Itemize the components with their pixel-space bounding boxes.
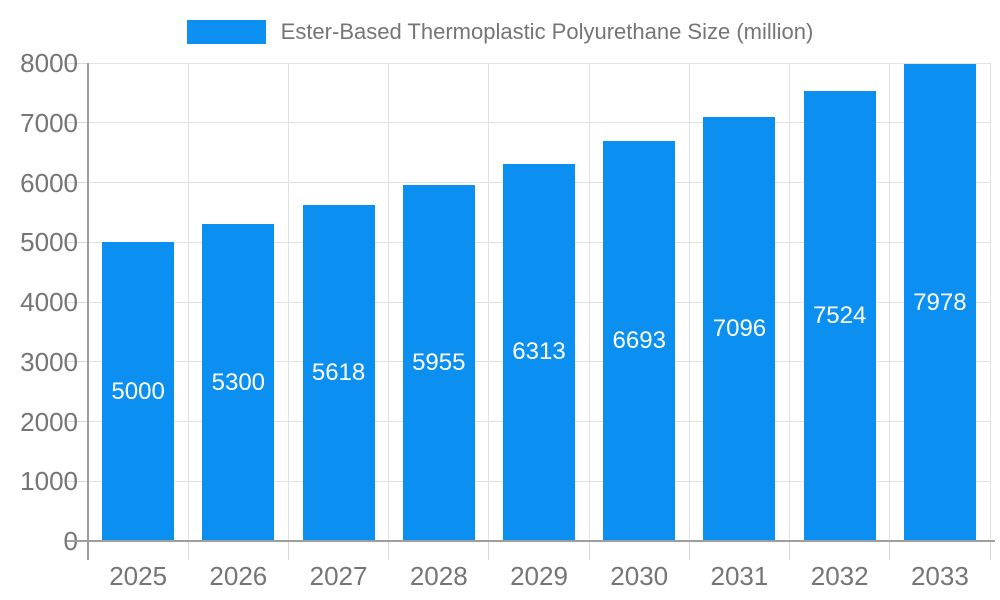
y-axis-label: 1000 bbox=[20, 466, 78, 497]
x-axis-line bbox=[67, 539, 995, 542]
gridline-x bbox=[989, 63, 991, 541]
bar[interactable] bbox=[102, 242, 175, 540]
y-axis-label: 5000 bbox=[20, 227, 78, 258]
gridline-x bbox=[789, 63, 791, 541]
y-axis-tick bbox=[67, 241, 88, 243]
x-axis-tick bbox=[688, 541, 690, 560]
bar-value-label: 5000 bbox=[111, 377, 165, 405]
bar-value-label: 6313 bbox=[512, 338, 566, 366]
x-axis-label: 2027 bbox=[309, 561, 368, 591]
x-axis-label: 2025 bbox=[109, 561, 168, 591]
y-axis-tick bbox=[67, 421, 88, 422]
x-axis-label: 2028 bbox=[409, 561, 468, 591]
legend-swatch bbox=[186, 20, 266, 44]
bar-value-label: 7524 bbox=[812, 302, 867, 330]
gridline-x bbox=[688, 63, 690, 541]
x-axis-tick bbox=[187, 541, 189, 560]
x-axis-label: 2029 bbox=[510, 561, 568, 591]
y-axis-tick bbox=[67, 62, 88, 64]
gridline-x bbox=[889, 63, 891, 541]
y-axis-label: 8000 bbox=[20, 48, 78, 78]
bar[interactable] bbox=[302, 205, 375, 540]
bar[interactable] bbox=[402, 185, 475, 540]
y-axis-label: 3000 bbox=[20, 346, 78, 377]
gridline-x bbox=[187, 63, 189, 541]
bar-value-label: 7978 bbox=[913, 288, 967, 316]
x-axis-tick bbox=[989, 541, 991, 560]
x-axis-tick bbox=[889, 541, 891, 560]
gridline-x bbox=[287, 63, 289, 541]
x-axis-label: 2031 bbox=[710, 561, 769, 591]
bar[interactable] bbox=[703, 117, 776, 540]
legend-label: Ester-Based Thermoplastic Polyurethane S… bbox=[280, 19, 814, 44]
x-axis-label: 2026 bbox=[209, 561, 268, 591]
gridline-x bbox=[388, 63, 390, 541]
bar[interactable] bbox=[903, 64, 976, 540]
x-axis-label: 2032 bbox=[810, 561, 869, 591]
x-axis-tick bbox=[488, 541, 490, 560]
bar[interactable] bbox=[803, 91, 876, 540]
x-axis-tick bbox=[388, 541, 390, 560]
y-axis-tick bbox=[67, 480, 88, 482]
x-axis-tick bbox=[588, 541, 590, 560]
x-axis-tick bbox=[287, 541, 289, 560]
y-axis-label: 7000 bbox=[20, 107, 78, 138]
legend[interactable]: Ester-Based Thermoplastic Polyurethane S… bbox=[0, 18, 1000, 46]
y-axis-label: 2000 bbox=[20, 406, 78, 437]
y-axis-label: 6000 bbox=[20, 167, 78, 198]
bar-value-label: 6693 bbox=[612, 327, 666, 355]
y-axis-tick bbox=[67, 122, 88, 124]
bar[interactable] bbox=[202, 224, 275, 540]
y-axis-line bbox=[86, 63, 89, 560]
bar-value-label: 7096 bbox=[712, 315, 767, 342]
y-axis-tick bbox=[67, 182, 88, 183]
bar[interactable] bbox=[603, 141, 676, 540]
bar-value-label: 5300 bbox=[211, 368, 266, 396]
x-axis-label: 2033 bbox=[910, 561, 969, 591]
x-axis-label: 2030 bbox=[610, 561, 669, 591]
gridline-x bbox=[588, 63, 590, 541]
y-axis-label: 4000 bbox=[20, 287, 78, 317]
bar[interactable] bbox=[503, 163, 575, 540]
y-axis-tick bbox=[67, 361, 88, 363]
x-axis-tick bbox=[789, 541, 791, 560]
bar-value-label: 5618 bbox=[311, 359, 366, 387]
gridline-y bbox=[88, 122, 990, 124]
gridline-x bbox=[488, 63, 490, 541]
y-axis-tick bbox=[67, 301, 88, 303]
bar-value-label: 5955 bbox=[412, 349, 466, 377]
gridline-y bbox=[88, 62, 990, 64]
